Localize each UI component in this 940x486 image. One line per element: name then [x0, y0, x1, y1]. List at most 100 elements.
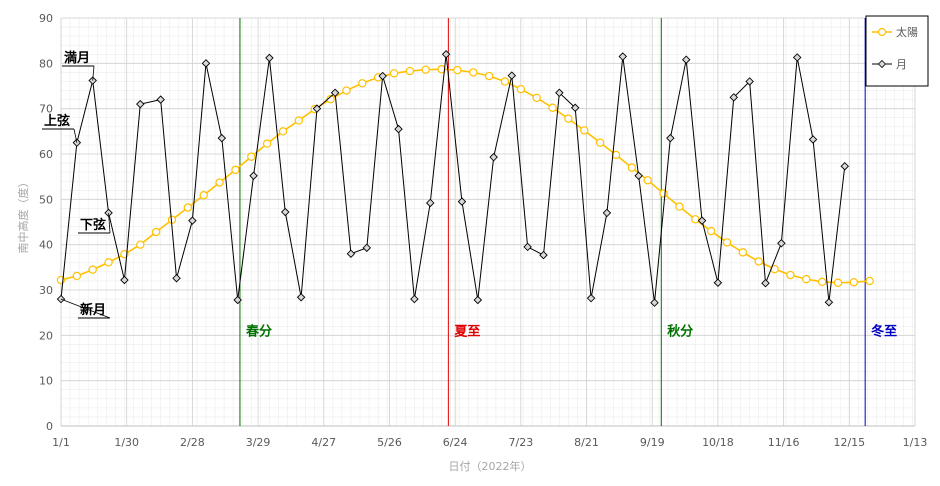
sun-data-point: [833, 278, 843, 287]
x-tick-label: 8/21: [574, 436, 599, 449]
sun-data-point: [136, 240, 145, 249]
x-tick-label: 4/27: [311, 436, 336, 449]
moon-data-point: [120, 275, 129, 285]
moon-data-point: [312, 104, 322, 113]
y-tick-label: 50: [39, 193, 53, 206]
moon-data-point: [666, 133, 675, 143]
phase-leader-line: [60, 298, 111, 319]
season-markers: 春分 夏至 秋分 冬至: [239, 18, 897, 426]
moon-data-point: [602, 208, 612, 218]
y-tick-label: 60: [39, 148, 53, 161]
sun-data-point: [453, 65, 462, 75]
major-gridlines: [60, 17, 916, 427]
season-marker-label: 春分: [245, 323, 272, 339]
series-line-0: [60, 68, 870, 284]
y-tick-label: 20: [39, 329, 53, 342]
x-tick-label: 10/18: [702, 436, 734, 449]
moon-data-point: [72, 138, 82, 147]
phase-leader-line: [92, 65, 95, 81]
moon-data-point: [729, 93, 739, 102]
series-line-1: [60, 54, 846, 303]
phase-label: 新月: [80, 302, 106, 318]
moon-data-point: [824, 298, 834, 307]
sun-data-point: [231, 165, 240, 175]
moon-data-point: [172, 273, 181, 283]
legend-moon-marker: [877, 59, 887, 69]
sun-data-point: [151, 227, 161, 237]
moon-data-point: [296, 293, 306, 302]
sun-data-point: [802, 274, 811, 284]
y-tick-label: 30: [39, 284, 53, 297]
y-tick-label: 70: [39, 103, 53, 116]
moon-data-point: [523, 242, 532, 252]
sun-data-point: [865, 276, 874, 286]
phase-leader-line: [73, 128, 78, 143]
x-axis-title: 日付（2022年）: [449, 459, 532, 473]
moon-data-point: [618, 52, 628, 61]
sun-data-point: [294, 116, 304, 125]
moon-data-point: [777, 239, 786, 248]
legend-sun-marker: [877, 27, 887, 37]
moon-data-point: [136, 99, 145, 109]
moon-data-point: [507, 71, 517, 80]
sun-data-point: [595, 138, 605, 147]
x-tick-label: 7/23: [508, 436, 533, 449]
moon-data-point: [410, 294, 419, 304]
phase-leader-line: [108, 212, 111, 234]
moon-data-point: [697, 216, 707, 225]
sun-data-point: [469, 68, 478, 77]
legend-moon-label: 月: [896, 58, 907, 71]
moon-data-point: [362, 243, 372, 253]
phase-label: 下弦: [80, 217, 106, 233]
moon-data-point: [840, 162, 850, 171]
moon-data-point: [555, 88, 564, 98]
sun-data-point: [532, 93, 541, 102]
moon-data-point: [425, 198, 435, 208]
x-tick-label: 1/13: [903, 436, 928, 449]
plot-area: [61, 18, 915, 426]
sun-data-point: [627, 163, 637, 172]
moon-data-point: [88, 76, 97, 85]
season-marker-label: 秋分: [667, 323, 693, 339]
y-tick-label: 0: [46, 420, 53, 433]
moon-data-point: [761, 278, 770, 288]
sun-data-point: [326, 94, 335, 104]
moon-data-point: [792, 53, 802, 62]
x-tick-label: 11/16: [768, 436, 800, 449]
sun-data-point: [817, 277, 827, 287]
sun-data-point: [262, 139, 272, 148]
sun-data-point: [500, 77, 510, 86]
moon-data-point: [188, 216, 197, 225]
moon-data-point: [281, 207, 290, 217]
sun-data-point: [548, 103, 557, 112]
phase-label: 満月: [64, 50, 90, 66]
legend-box: [865, 15, 929, 87]
sun-data-point: [754, 257, 763, 266]
x-tick-label: 1/30: [114, 436, 139, 449]
x-tick-label: 3/29: [246, 436, 271, 449]
sun-data-point: [183, 203, 193, 212]
moon-data-point: [394, 124, 403, 134]
sun-data-point: [643, 176, 652, 185]
moon-data-point: [473, 295, 483, 305]
moon-data-point: [634, 171, 643, 180]
sun-data-point: [691, 215, 700, 224]
moon-data-point: [346, 249, 356, 258]
moon-data-point: [217, 133, 227, 143]
x-tick-label: 6/24: [443, 436, 468, 449]
plot-background: [61, 18, 915, 426]
sun-data-point: [342, 86, 351, 95]
sun-data-point: [215, 178, 224, 187]
moon-data-point: [249, 171, 258, 180]
y-tick-label: 90: [39, 12, 53, 25]
sun-data-point: [675, 202, 684, 211]
moon-data-point: [570, 103, 580, 112]
moon-data-point: [330, 88, 340, 98]
moon-data-point: [156, 95, 165, 104]
moon-data-point: [201, 59, 211, 68]
sun-data-point: [437, 65, 446, 74]
moon-data-point: [681, 55, 691, 64]
sun-data-point: [199, 191, 208, 200]
